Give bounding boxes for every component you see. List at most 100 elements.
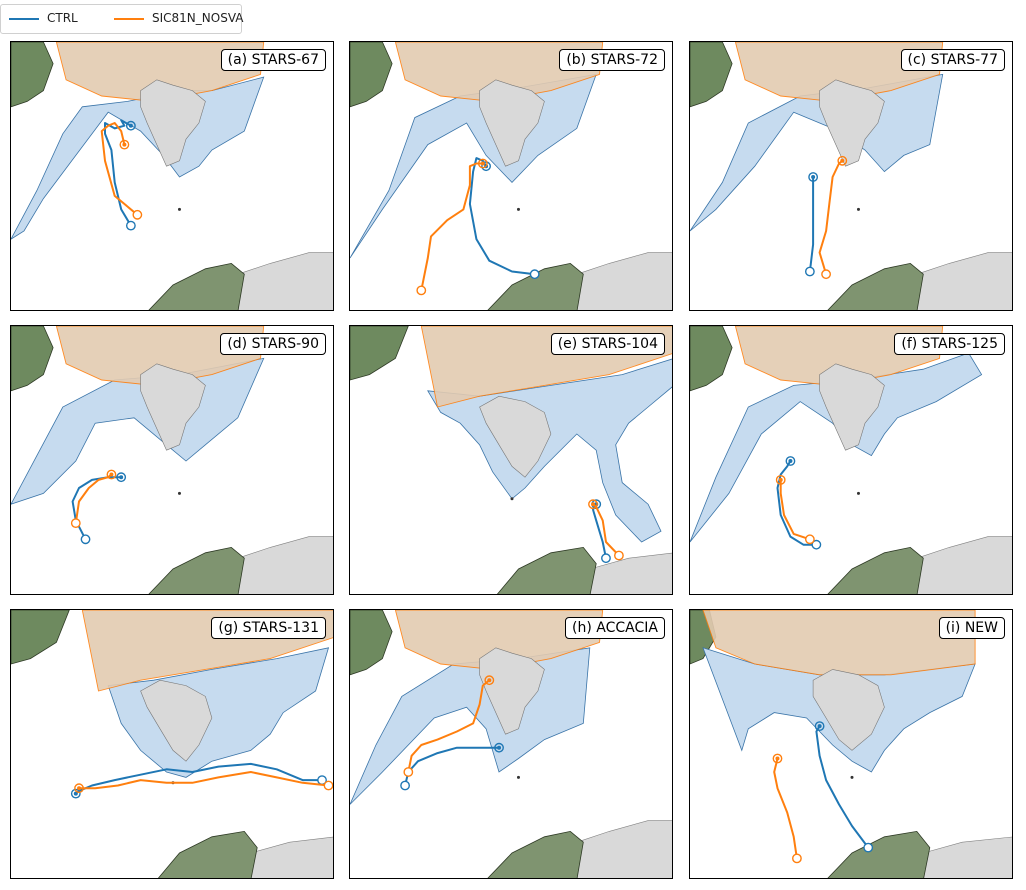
trajectory-map (11, 326, 333, 594)
map-panel: (d) STARS-90 (10, 325, 334, 595)
greenland-land (350, 326, 409, 381)
ctrl-end-dot (497, 745, 502, 750)
bear-island (850, 775, 854, 779)
ctrl-end-dot (128, 123, 133, 128)
ctrl-end-marker (481, 161, 491, 172)
nosva-end-marker (837, 155, 848, 166)
nosva-end-marker (772, 753, 783, 764)
nosva-end-dot (778, 477, 783, 482)
greenland-land (690, 42, 733, 108)
ctrl-trajectory (815, 725, 869, 849)
ctrl-end-marker (116, 472, 127, 483)
sea-ice-area (690, 352, 983, 543)
nosva-end-dot (840, 158, 845, 163)
nosva-start-marker (821, 269, 831, 280)
norway-land (827, 262, 924, 310)
svalbard-land (812, 669, 885, 751)
greenland-land (350, 42, 393, 108)
ctrl-start-marker (811, 539, 822, 550)
trajectory-map (350, 42, 672, 310)
greenland-land (350, 610, 393, 676)
ctrl-line-icon (9, 18, 39, 20)
nosva-start-marker (614, 550, 624, 561)
trajectory-map (350, 610, 672, 878)
ctrl-trajectory (75, 762, 322, 795)
ctrl-end-marker (70, 788, 81, 799)
map-panel: (i) NEW (689, 609, 1013, 879)
ctrl-start-marker (863, 842, 874, 853)
nosva-trajectory (407, 679, 490, 773)
map-panel: (f) STARS-125 (689, 325, 1013, 595)
ctrl-start-marker (529, 269, 540, 280)
ctrl-end-marker (125, 120, 136, 131)
nosva-trajectory (420, 162, 483, 291)
nosva-start-marker (70, 518, 81, 529)
nosva-trajectory (773, 758, 798, 859)
nosva-end-dot (77, 786, 82, 791)
trajectory-map (11, 42, 333, 310)
nosva-end-marker (119, 139, 130, 150)
norway-land (827, 830, 931, 878)
panel-label: (f) STARS-125 (894, 333, 1005, 355)
trajectory-map (690, 326, 1012, 594)
nosva-trajectory (592, 503, 620, 557)
nosva-end-marker (74, 783, 84, 794)
nosva-end-dot (122, 142, 127, 147)
ctrl-trajectory (468, 157, 535, 276)
ctrl-trajectory (776, 460, 817, 546)
greenland-land (11, 42, 54, 108)
map-panel: (a) STARS-67 (10, 41, 334, 311)
russia-land (916, 536, 1012, 594)
panel-label: (c) STARS-77 (900, 49, 1005, 71)
nosva-start-marker (416, 285, 427, 296)
nosva-start-marker (403, 767, 414, 777)
bear-island (856, 207, 860, 211)
nosva-start-marker (323, 780, 333, 791)
nosva-start-marker (792, 853, 802, 864)
bear-island (510, 497, 514, 501)
nosva-end-dot (487, 678, 492, 683)
ctrl-start-marker (804, 266, 815, 277)
panel-label: (d) STARS-90 (220, 333, 326, 355)
legend-label: SIC81N_NOSVA (152, 11, 244, 25)
ctrl-end-dot (811, 175, 816, 179)
svalbard-land (819, 363, 885, 451)
nosva-line-icon (114, 18, 144, 20)
ctrl-end-marker (814, 721, 825, 732)
map-panel: (e) STARS-104 (349, 325, 673, 595)
panel-label: (b) STARS-72 (559, 49, 665, 71)
ctrl-end-marker (494, 742, 504, 753)
map-panel: (h) ACCACIA (349, 609, 673, 879)
nosva-start-marker (804, 534, 815, 545)
ctrl-end-marker (785, 456, 796, 466)
map-panel: (g) STARS-131 (10, 609, 334, 879)
nosva-end-dot (775, 756, 780, 761)
nosva-trajectory (100, 122, 139, 216)
russia-land (237, 252, 333, 310)
bear-island (177, 207, 181, 211)
russia-land (576, 820, 672, 878)
svalbard-land (140, 363, 206, 451)
ctrl-trajectory (808, 177, 815, 272)
trajectory-map (350, 326, 672, 594)
ctrl-end-dot (73, 791, 78, 796)
ctrl-end-marker (808, 172, 819, 182)
panel-label: (i) NEW (938, 617, 1005, 639)
russia-land (250, 836, 333, 878)
nosva-end-dot (109, 472, 114, 477)
norway-land (487, 830, 584, 878)
trajectory-map (11, 610, 333, 878)
bear-island (516, 775, 520, 779)
bear-island (516, 207, 520, 211)
svalbard-land (479, 79, 545, 167)
russia-land (576, 252, 672, 310)
map-panel: (b) STARS-72 (349, 41, 673, 311)
norway-land (496, 546, 597, 594)
norway-land (487, 262, 584, 310)
nosva-end-marker (477, 158, 488, 169)
ctrl-trajectory (71, 476, 122, 540)
nosva-trajectory (818, 160, 843, 275)
nosva-end-dot (591, 502, 595, 507)
ctrl-end-dot (119, 475, 124, 480)
sea-ice-area (350, 73, 597, 259)
